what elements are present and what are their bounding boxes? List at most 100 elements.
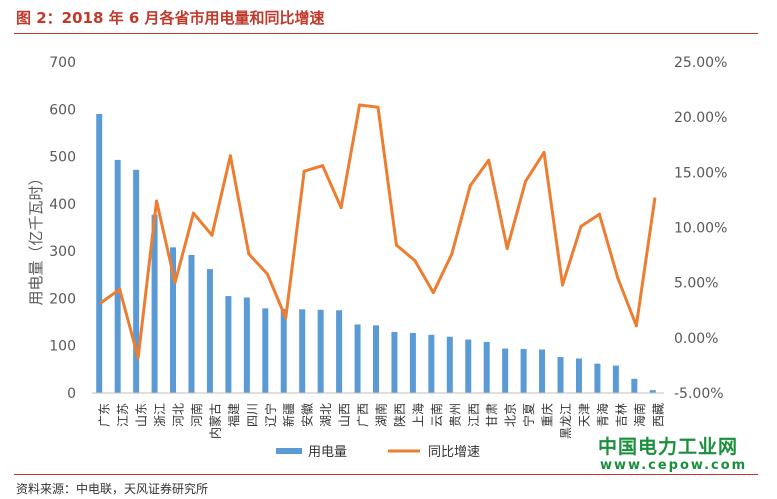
line-point [99, 301, 103, 305]
category-label: 重庆 [541, 403, 555, 427]
left-tick-label: 600 [49, 102, 76, 118]
bar [373, 325, 379, 393]
y-axis-label: 用电量（亿千瓦时） [27, 170, 45, 305]
line-point [616, 276, 620, 280]
chart: 0 100 200 300 400 500 600 700 -5.00% 0.00% 5.00% 1… [27, 55, 727, 460]
line-point [302, 169, 306, 173]
bar [539, 349, 546, 393]
bar [483, 341, 490, 393]
footer-divider [14, 474, 758, 475]
line-point [394, 243, 398, 247]
bar [446, 336, 453, 393]
line-point [155, 199, 159, 203]
line-point [468, 184, 472, 188]
header: 图 2：2018 年 6 月各省市用电量和同比增速 [0, 0, 777, 34]
line-point [321, 164, 325, 168]
legend-bar-swatch [276, 448, 302, 454]
line-point [358, 103, 362, 107]
category-label: 山东 [135, 403, 149, 427]
line-point [247, 252, 251, 256]
left-tick-label: 300 [49, 244, 76, 260]
category-label: 辽宁 [263, 403, 278, 427]
category-label: 广东 [98, 403, 112, 427]
category-label: 河南 [189, 403, 204, 427]
bar [151, 214, 158, 393]
right-tick-label: -5.00% [674, 386, 724, 402]
right-tick-label: 0.00% [674, 331, 718, 347]
category-label: 河北 [172, 403, 186, 427]
bar [243, 297, 250, 393]
category-label: 西藏 [651, 403, 665, 427]
bar [631, 378, 638, 393]
bar-series [96, 114, 656, 393]
bar [336, 310, 343, 393]
bar [594, 363, 601, 393]
category-label: 江西 [467, 403, 481, 427]
watermark-text: 中国电力工业网 [598, 436, 739, 458]
category-label: 宁夏 [521, 403, 536, 427]
bar [317, 309, 324, 393]
right-tick-label: 15.00% [674, 165, 727, 181]
category-label: 天津 [577, 403, 591, 427]
line-point [136, 356, 140, 360]
line-point [561, 283, 565, 287]
bar [575, 358, 582, 393]
category-label: 陕西 [392, 403, 407, 427]
source-note: 资料来源：中电联，天风证券研究所 [16, 482, 209, 496]
line-point [284, 316, 288, 320]
bar [557, 357, 564, 393]
category-label: 福建 [226, 403, 241, 427]
category-label: 江苏 [116, 403, 130, 427]
category-label: 安徽 [300, 403, 315, 427]
category-label: 浙江 [153, 403, 167, 427]
category-label: 湖北 [318, 403, 333, 427]
line-point [191, 211, 195, 215]
category-label: 山西 [338, 403, 352, 427]
right-axis-ticks: -5.00% 0.00% 5.00% 10.00% 15.00% 20.00% 25.00% [674, 55, 727, 402]
category-label: 新疆 [281, 403, 296, 427]
watermark-url: www.cepow.com [600, 458, 748, 473]
category-label: 吉林 [614, 403, 628, 427]
line-series [99, 103, 657, 360]
bar [391, 332, 398, 393]
bar [170, 247, 177, 393]
category-label: 贵州 [448, 403, 462, 427]
line-point [653, 197, 657, 201]
left-tick-label: 0 [67, 386, 76, 402]
line-point [542, 150, 546, 154]
line-point [228, 154, 232, 158]
line-point [118, 287, 122, 291]
category-labels: 广东 江苏 山东 浙江 河北 河南 内蒙古 福建 四川 辽宁 新疆 安徽 湖北 山西 广西 湖南 陕西 上海 云南贵… [98, 403, 666, 439]
bar [502, 348, 509, 393]
left-tick-label: 200 [49, 291, 76, 307]
line-point [450, 252, 454, 256]
legend-bar-label: 用电量 [308, 445, 347, 460]
bar [206, 269, 213, 393]
bar [520, 349, 527, 393]
left-tick-label: 100 [49, 339, 76, 355]
category-label: 广西 [356, 403, 370, 427]
line-point [487, 158, 491, 162]
line-point [265, 272, 269, 276]
right-tick-label: 5.00% [674, 276, 718, 292]
line-point [524, 179, 528, 183]
bar [649, 390, 656, 393]
title-divider [14, 33, 758, 34]
category-label: 四川 [245, 403, 259, 427]
category-label: 云南 [429, 403, 444, 427]
growth-line [100, 103, 657, 360]
category-label: 海南 [632, 403, 647, 427]
right-tick-label: 20.00% [674, 110, 727, 126]
right-tick-label: 10.00% [674, 221, 727, 237]
line-point [413, 259, 417, 263]
category-label: 北京 [504, 403, 518, 427]
page-title: 图 2：2018 年 6 月各省市用电量和同比增速 [16, 9, 325, 27]
bar [428, 334, 435, 393]
bar [188, 254, 195, 393]
category-label: 甘肃 [485, 403, 499, 427]
left-axis-ticks: 0 100 200 300 400 500 600 700 [49, 55, 76, 402]
category-label: 青海 [595, 403, 610, 427]
line-point [339, 206, 343, 210]
bar [262, 308, 269, 393]
bar [465, 339, 472, 393]
